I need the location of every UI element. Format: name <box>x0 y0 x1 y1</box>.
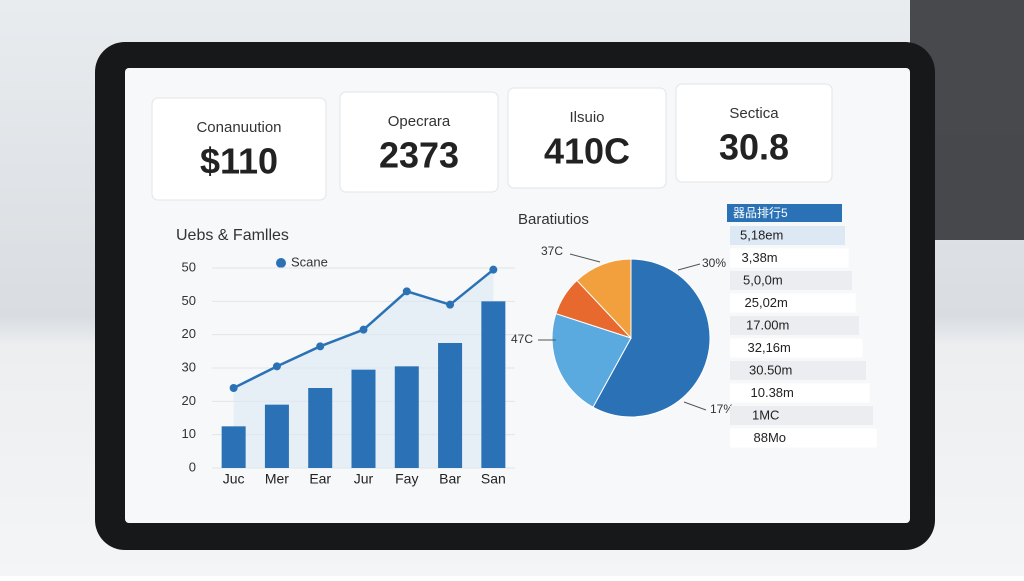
y-tick-label: 50 <box>182 293 196 308</box>
bar <box>264 404 289 468</box>
table-row: 25,02m <box>745 295 788 310</box>
legend-label: Scane <box>291 254 328 269</box>
kpi-value: 2373 <box>379 135 459 176</box>
table-row: 30.50m <box>749 362 792 377</box>
table-header-bg <box>727 204 842 222</box>
annotation-leader <box>677 263 701 271</box>
legend-dot <box>276 258 286 268</box>
line-point <box>402 287 411 296</box>
table-row-bg <box>730 226 845 245</box>
y-tick-label: 20 <box>182 326 196 341</box>
bar <box>481 301 506 468</box>
table-row: 17.00m <box>746 317 789 332</box>
pie-annotation: 30% <box>702 256 726 270</box>
x-tick-label: Juc <box>223 471 245 487</box>
table-row: 10.38m <box>751 385 794 400</box>
pie-slice <box>551 312 632 408</box>
y-tick-label: 50 <box>182 259 196 274</box>
kpi-label: Sectica <box>729 105 779 122</box>
bar <box>351 369 376 468</box>
y-tick-label: 10 <box>182 426 196 441</box>
table-row: 3,38m <box>742 250 778 265</box>
bar <box>308 388 333 468</box>
table-row-bg <box>730 338 863 358</box>
x-tick-label: San <box>481 471 506 487</box>
bar <box>394 366 419 468</box>
x-tick-label: Jur <box>354 471 374 487</box>
line-chart-title: Uebs & Famlles <box>176 227 289 244</box>
kpi-label: Ilsuio <box>569 109 604 126</box>
x-tick-label: Bar <box>439 471 461 487</box>
x-tick-label: Mer <box>265 471 289 487</box>
kpi-card <box>339 91 499 193</box>
y-tick-label: 20 <box>182 393 196 408</box>
line-point <box>272 362 281 371</box>
pie-annotation: 47C <box>511 332 533 346</box>
kpi-value: $110 <box>200 141 278 182</box>
pie-annotation: 37C <box>541 244 563 258</box>
annotation-leader <box>683 401 707 411</box>
kpi-card <box>507 87 667 189</box>
table-row: 88Mo <box>754 430 787 445</box>
table-row-bg <box>730 271 852 290</box>
line-point <box>359 325 368 334</box>
table-row-bg <box>730 406 873 425</box>
table-row: 5,0,0m <box>743 272 783 287</box>
pie-slice <box>576 258 632 340</box>
x-tick-label: Ear <box>309 471 331 487</box>
line-point <box>446 300 455 309</box>
table-row: 32,16m <box>748 340 791 355</box>
kpi-value: 410C <box>544 131 630 172</box>
pie-annotation: 17% <box>710 402 734 416</box>
line-point <box>316 342 325 351</box>
x-tick-label: Fay <box>395 471 418 487</box>
table-row: 1MC <box>752 407 779 422</box>
kpi-value: 30.8 <box>719 127 789 168</box>
bar <box>438 343 463 468</box>
pie-title: Baratiutios <box>518 211 589 228</box>
kpi-label: Opecrara <box>388 113 451 130</box>
line-point <box>229 384 238 392</box>
pie-slice <box>592 258 711 418</box>
table-row-bg <box>730 428 877 448</box>
table-header: 器品排行5 <box>733 206 788 220</box>
annotation-leader <box>569 253 601 263</box>
table-row-bg <box>730 293 856 313</box>
table-row-bg <box>730 383 870 403</box>
kpi-card <box>675 83 833 183</box>
line-area <box>233 269 494 468</box>
y-tick-label: 30 <box>182 359 196 374</box>
table-row: 5,18em <box>740 227 783 242</box>
y-tick-label: 0 <box>189 459 196 474</box>
table-row-bg <box>730 316 859 335</box>
line-point <box>489 265 498 274</box>
kpi-label: Conanuution <box>196 119 281 136</box>
bar <box>221 426 246 468</box>
kpi-card <box>151 97 327 201</box>
table-row-bg <box>730 248 849 268</box>
table-row-bg <box>730 361 866 380</box>
